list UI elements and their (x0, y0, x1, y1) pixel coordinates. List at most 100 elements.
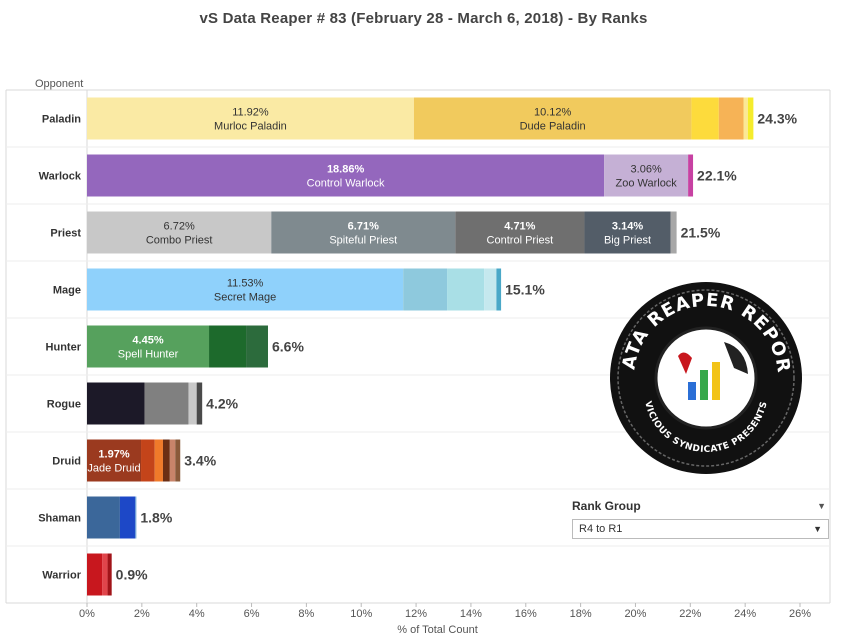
x-tick-label: 20% (624, 608, 646, 620)
bar-segment (188, 382, 197, 425)
rank-group-filter: Rank Group ▼ R4 to R1 ▼ (572, 499, 829, 539)
bar-segment (162, 439, 170, 482)
bar-segment (271, 211, 456, 254)
bar-segment (144, 382, 189, 425)
row-label-rogue: Rogue (47, 399, 81, 411)
row-total-label: 21.5% (681, 225, 721, 241)
row-total-label: 15.1% (505, 282, 545, 298)
bar-segment (87, 553, 103, 596)
bar-segment (134, 496, 137, 539)
bar-segment (747, 97, 754, 140)
chart-title: vS Data Reaper # 83 (February 28 - March… (199, 10, 648, 27)
bar-segment (87, 496, 120, 539)
x-tick-label: 16% (515, 608, 537, 620)
bar-segment (119, 496, 135, 539)
x-tick-label: 10% (350, 608, 372, 620)
segment-archetype-label: Control Priest (487, 235, 554, 247)
bar-segment (413, 97, 692, 140)
bar-segment (718, 97, 744, 140)
row-axis-label: Opponent (35, 78, 83, 90)
bar-segment (496, 268, 502, 311)
rank-group-selected-value: R4 to R1 (579, 523, 623, 535)
logo-badge-icon (610, 282, 802, 474)
segment-archetype-label: Spell Hunter (118, 349, 179, 361)
row-label-shaman: Shaman (38, 513, 81, 525)
row-label-warrior: Warrior (42, 570, 81, 582)
segment-archetype-label: Combo Priest (146, 235, 213, 247)
bar-segment (102, 553, 108, 596)
bar-segment (743, 97, 748, 140)
bar-segment (688, 154, 694, 197)
bar-segment (141, 439, 155, 482)
segment-archetype-label: Control Warlock (307, 178, 385, 190)
segment-value-label: 3.14% (612, 221, 643, 233)
bar-segment (196, 382, 203, 425)
x-tick-label: 8% (298, 608, 314, 620)
bar-segment (87, 325, 210, 368)
segment-archetype-label: Jade Druid (87, 463, 140, 475)
segment-value-label: 4.71% (504, 221, 535, 233)
bar-segment (175, 439, 181, 482)
bar-segment (169, 439, 176, 482)
x-axis-label: % of Total Count (397, 624, 478, 636)
row-label-warlock: Warlock (39, 171, 82, 183)
segment-archetype-label: Big Priest (604, 235, 651, 247)
bar-segment (87, 211, 272, 254)
x-tick-label: 6% (244, 608, 260, 620)
segment-value-label: 10.12% (534, 107, 572, 119)
bar-segment (87, 382, 145, 425)
x-tick-label: 0% (79, 608, 95, 620)
bar-segment (87, 97, 414, 140)
bar-segment (584, 211, 671, 254)
rank-group-title: Rank Group (572, 499, 641, 513)
select-arrow-icon: ▼ (813, 524, 822, 534)
row-total-label: 0.9% (116, 567, 148, 583)
segment-archetype-label: Murloc Paladin (214, 121, 287, 133)
bar-segment (154, 439, 163, 482)
row-total-label: 1.8% (140, 510, 172, 526)
segment-value-label: 11.92% (232, 107, 269, 119)
x-tick-label: 26% (789, 608, 811, 620)
bar-segment (403, 268, 448, 311)
bar-segment (87, 268, 404, 311)
segment-value-label: 18.86% (327, 164, 365, 176)
segment-archetype-label: Zoo Warlock (615, 178, 677, 190)
segment-value-label: 6.72% (164, 221, 195, 233)
segment-value-label: 3.06% (631, 164, 662, 176)
row-total-label: 22.1% (697, 168, 737, 184)
dropdown-caret-icon[interactable]: ▼ (817, 501, 826, 511)
row-total-label: 4.2% (206, 396, 238, 412)
bar-segment (484, 268, 497, 311)
row-label-priest: Priest (50, 228, 81, 240)
row-label-mage: Mage (53, 285, 81, 297)
segment-value-label: 4.45% (132, 335, 163, 347)
row-total-label: 6.6% (272, 339, 304, 355)
x-tick-label: 12% (405, 608, 427, 620)
bar-segment (87, 154, 605, 197)
bar-segment (691, 97, 719, 140)
row-label-hunter: Hunter (46, 342, 82, 354)
bar-segment (455, 211, 585, 254)
segment-value-label: 6.71% (348, 221, 379, 233)
x-tick-label: 4% (189, 608, 205, 620)
row-label-druid: Druid (52, 456, 81, 468)
row-total-label: 24.3% (757, 111, 797, 127)
bar-segment (670, 211, 677, 254)
segment-value-label: 1.97% (98, 449, 129, 461)
bar-segment (246, 325, 268, 368)
bar-segment (209, 325, 247, 368)
row-label-paladin: Paladin (42, 114, 81, 126)
bar-segment (107, 553, 112, 596)
segment-archetype-label: Spiteful Priest (329, 235, 397, 247)
bar-segment (604, 154, 689, 197)
x-tick-label: 14% (460, 608, 482, 620)
data-reaper-report-logo: DATA REAPER REPORT VICIOUS SYNDICATE PRE… (606, 278, 802, 474)
x-tick-label: 24% (734, 608, 756, 620)
segment-value-label: 11.53% (227, 278, 264, 290)
x-tick-label: 2% (134, 608, 150, 620)
rank-group-select[interactable]: R4 to R1 ▼ (572, 519, 829, 539)
segment-archetype-label: Dude Paladin (520, 121, 586, 133)
bar-segment (87, 439, 142, 482)
segment-archetype-label: Secret Mage (214, 292, 276, 304)
